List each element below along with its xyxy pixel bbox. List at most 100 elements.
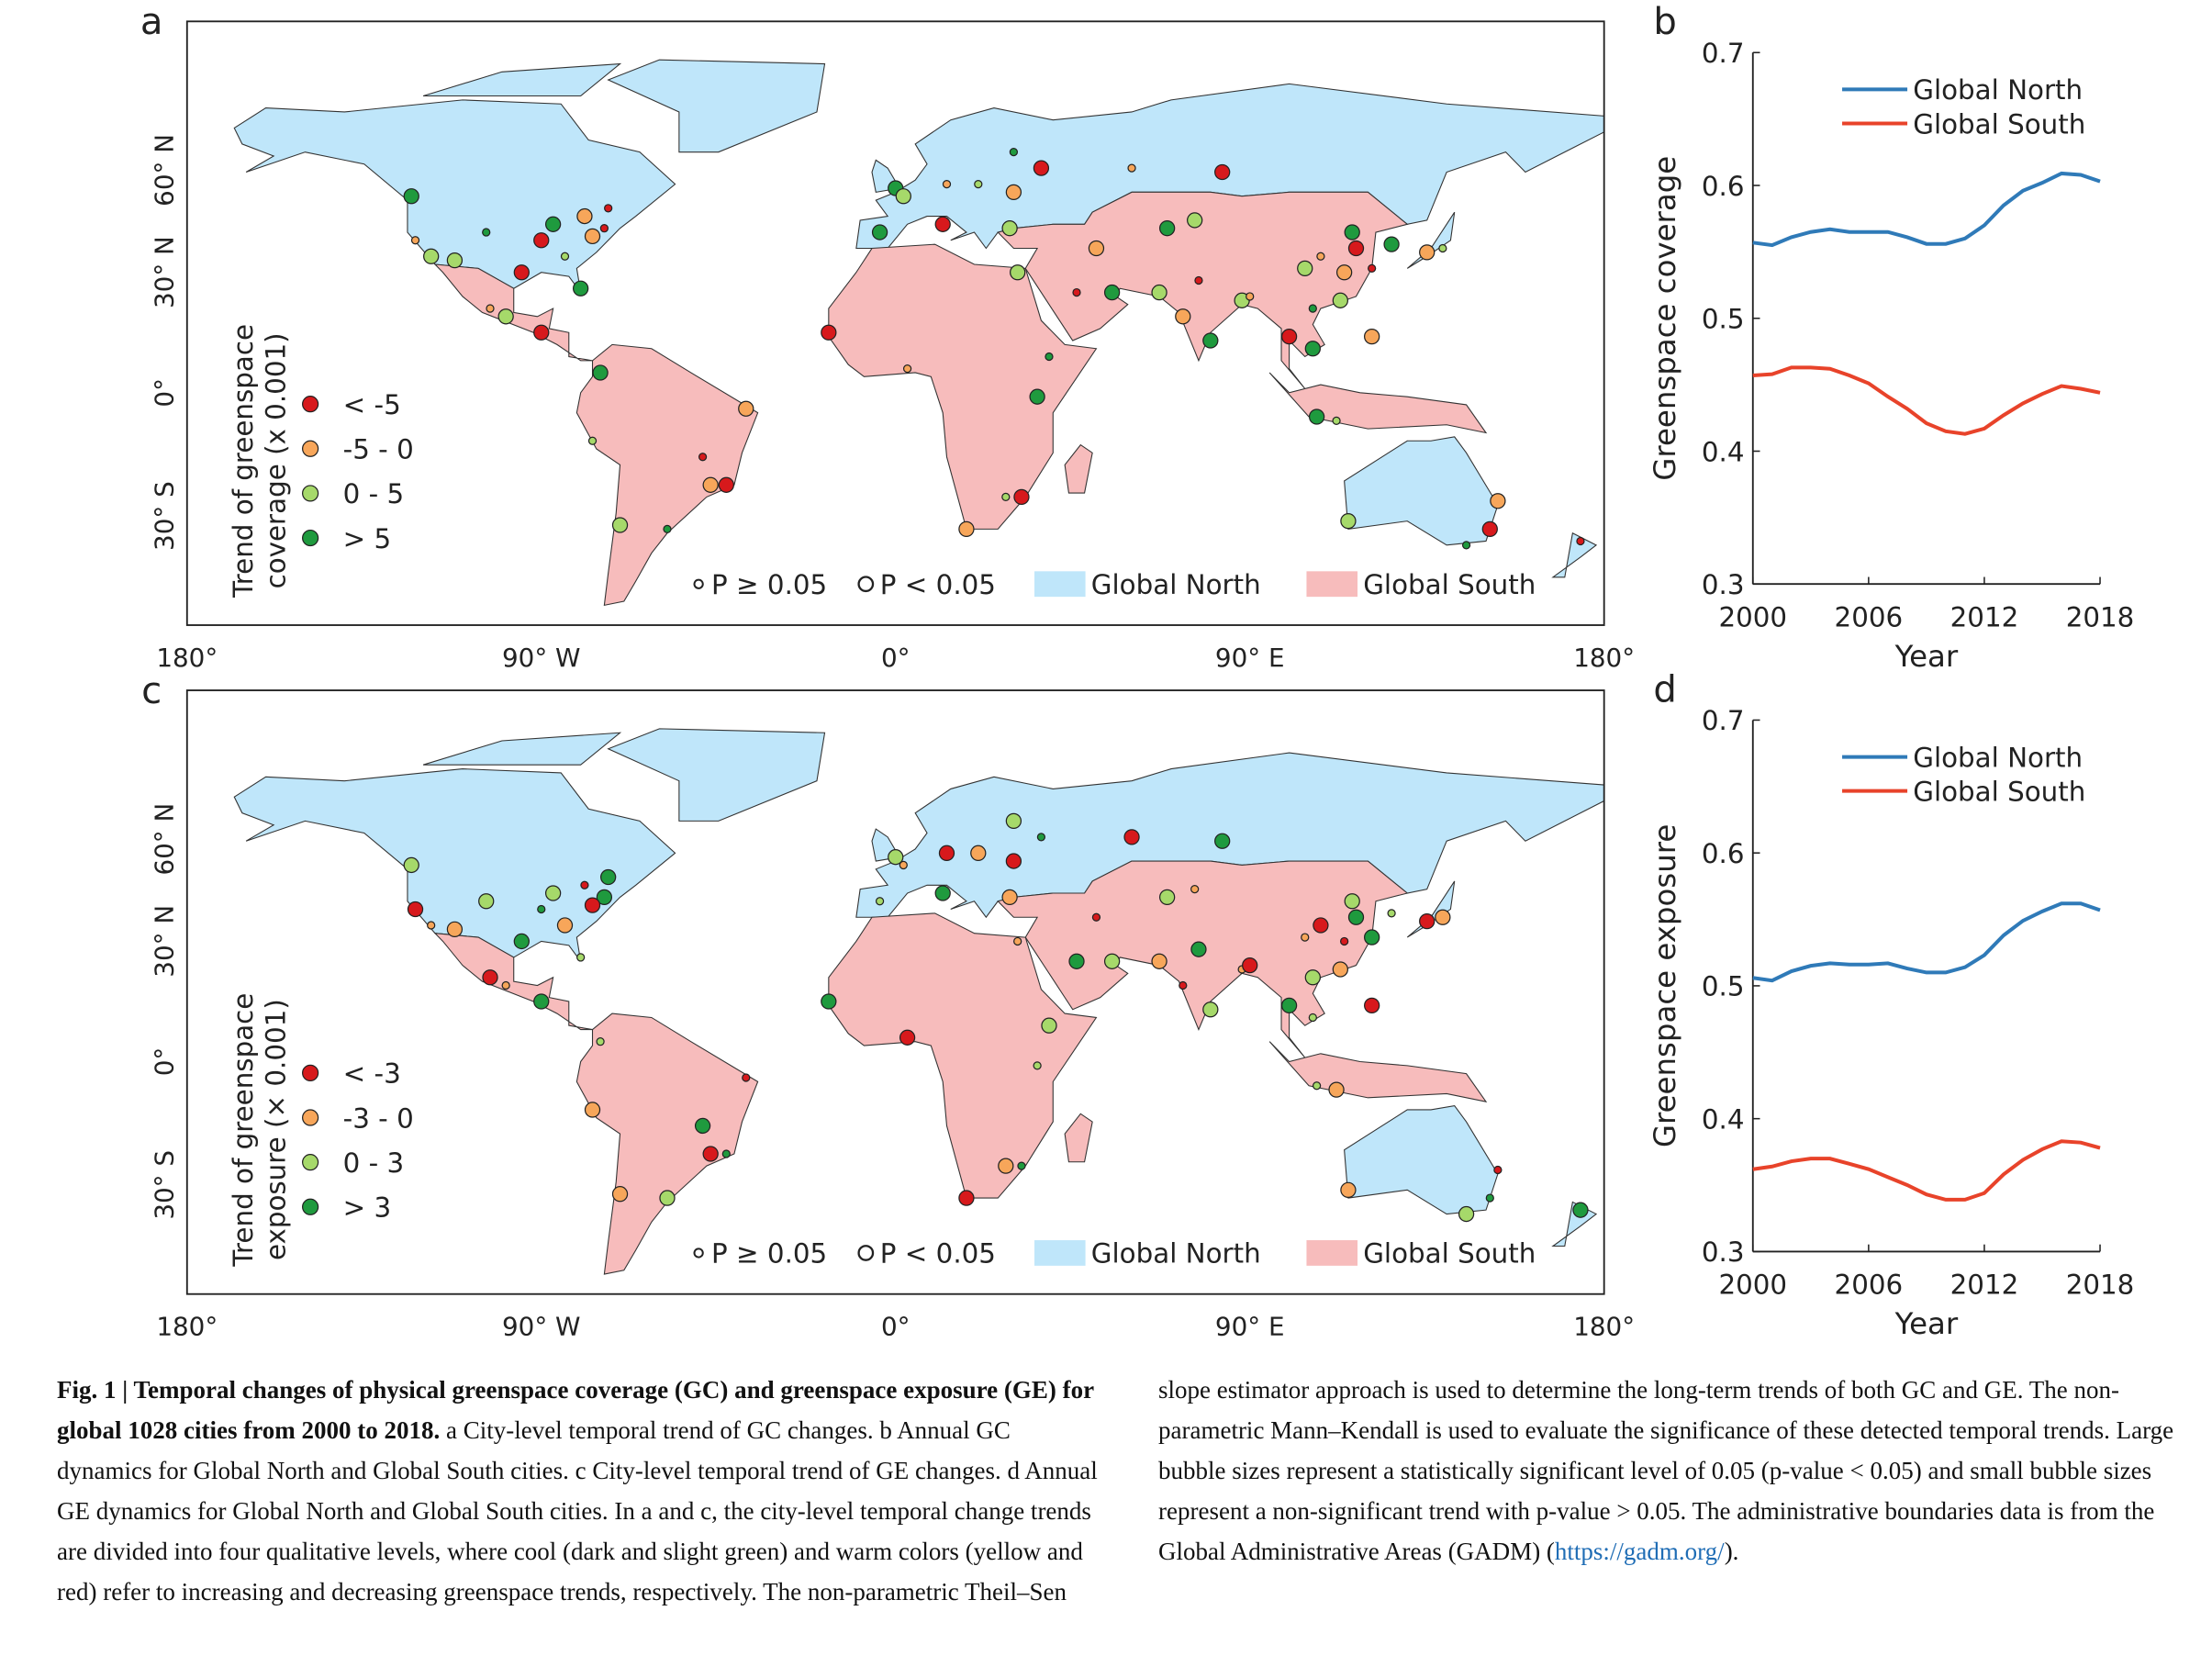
region-label: Global South [1363, 1238, 1536, 1270]
city-dot [1435, 909, 1451, 925]
x-tick-label: 90° E [1215, 643, 1285, 673]
city-dot [934, 216, 951, 232]
city-dot [1068, 953, 1085, 969]
city-dot [718, 476, 734, 493]
x-tick-label: 0° [881, 1311, 910, 1341]
y-tick-label: 0.6 [1702, 838, 1745, 869]
south-land [433, 263, 593, 362]
city-dot [1190, 941, 1207, 957]
city-dot [576, 207, 593, 225]
city-dot [556, 917, 574, 934]
y-tick-label: 0.7 [1702, 705, 1745, 736]
city-dot [1364, 929, 1380, 945]
city-dot [1347, 240, 1365, 257]
legend-label: < -3 [343, 1058, 401, 1090]
north-land [1344, 436, 1499, 546]
city-dot [875, 897, 885, 906]
legend-label: < -5 [343, 389, 401, 420]
city-dot [446, 921, 464, 937]
city-dot [1214, 833, 1231, 849]
city-dot [899, 1029, 916, 1046]
sig-small [693, 1247, 704, 1259]
city-dot [580, 880, 589, 889]
y-axis-title: Greenspace exposure [1648, 824, 1682, 1147]
city-dot [1033, 1061, 1042, 1070]
city-dot [1033, 160, 1050, 176]
city-dot [403, 188, 419, 205]
caption-title: Fig. 1 | Temporal changes of physical gr… [57, 1376, 1094, 1444]
south-land [1064, 443, 1093, 494]
y-tick-label: 0.3 [1702, 1236, 1745, 1268]
region-label: Global North [1091, 1238, 1261, 1270]
city-dot [821, 993, 837, 1010]
sig-label: P < 0.05 [880, 1238, 996, 1270]
city-dot [584, 897, 601, 913]
legend-dot [302, 529, 319, 547]
city-dot [533, 993, 550, 1010]
city-dot [1001, 220, 1018, 237]
panel-label: d [1653, 668, 1676, 710]
x-tick-label: 2012 [1950, 1270, 2019, 1301]
y-tick-label: 30° N [149, 905, 179, 978]
city-dot [446, 252, 464, 269]
x-tick-label: 2006 [1835, 602, 1904, 633]
sig-label: P < 0.05 [880, 569, 996, 600]
legend-label: Global North [1913, 742, 2083, 773]
city-dot [560, 252, 570, 261]
city-dot [403, 856, 419, 874]
legend-dot [302, 396, 319, 413]
city-dot [501, 980, 510, 990]
y-tick-label: 0.4 [1702, 436, 1745, 467]
region-swatch [1034, 1240, 1086, 1266]
legend-dot [302, 440, 319, 457]
legend-label: Global South [1913, 108, 2085, 140]
city-dot [1347, 909, 1365, 925]
south-land [575, 1013, 759, 1275]
y-tick-label: 60° N [149, 803, 179, 876]
city-dot [544, 216, 562, 232]
x-tick-label: 2000 [1718, 602, 1787, 633]
legend-title: Trend of greenspace [228, 993, 259, 1268]
x-tick-label: 180° [1573, 1311, 1635, 1341]
city-dot [1335, 264, 1353, 281]
city-dot [604, 204, 613, 213]
y-tick-label: 30° N [149, 236, 179, 308]
north-land [1344, 1104, 1499, 1215]
city-dot [1481, 520, 1498, 538]
city-dot [1297, 260, 1313, 277]
city-dot [1091, 912, 1101, 922]
y-axis-title: Greenspace coverage [1648, 156, 1682, 481]
x-tick-label: 180° [156, 643, 218, 673]
legend-label: -3 - 0 [343, 1102, 414, 1134]
city-dot [938, 845, 955, 861]
city-dot [427, 921, 436, 930]
sig-label: P ≥ 0.05 [711, 1238, 827, 1270]
y-tick-label: 0.4 [1702, 1103, 1745, 1135]
city-dot [1187, 212, 1203, 229]
sig-label: P ≥ 0.05 [711, 569, 827, 600]
city-dot [1159, 220, 1176, 237]
x-tick-label: 180° [1573, 643, 1635, 673]
city-dot [902, 364, 912, 374]
legend-label: 0 - 5 [343, 478, 405, 509]
city-dot [1072, 287, 1081, 297]
city-dot [1328, 1081, 1345, 1098]
y-tick-label: 0° [149, 1047, 179, 1077]
city-dot [592, 364, 609, 381]
city-dot [721, 1149, 731, 1158]
south-land [997, 860, 1409, 1058]
city-dot [1017, 1161, 1026, 1170]
north-land [607, 728, 826, 822]
figure: a 180° 90° W 0° 90° E 180° 60° N 30° N 0° 30° S Tr… [140, 1, 2134, 1341]
caption-link[interactable]: https://gadm.org/ [1554, 1538, 1725, 1565]
caption-end: ). [1724, 1538, 1739, 1565]
caption: Fig. 1 | Temporal changes of physical gr… [57, 1370, 2210, 1660]
north-land [855, 752, 1604, 919]
city-dot [1036, 833, 1046, 842]
x-axis-title: Year [1894, 639, 1959, 674]
city-dot [821, 324, 837, 341]
region-swatch [1034, 571, 1086, 598]
city-dot [1316, 252, 1325, 261]
y-tick-label: 0.3 [1702, 569, 1745, 600]
x-tick-label: 90° W [502, 1311, 581, 1341]
